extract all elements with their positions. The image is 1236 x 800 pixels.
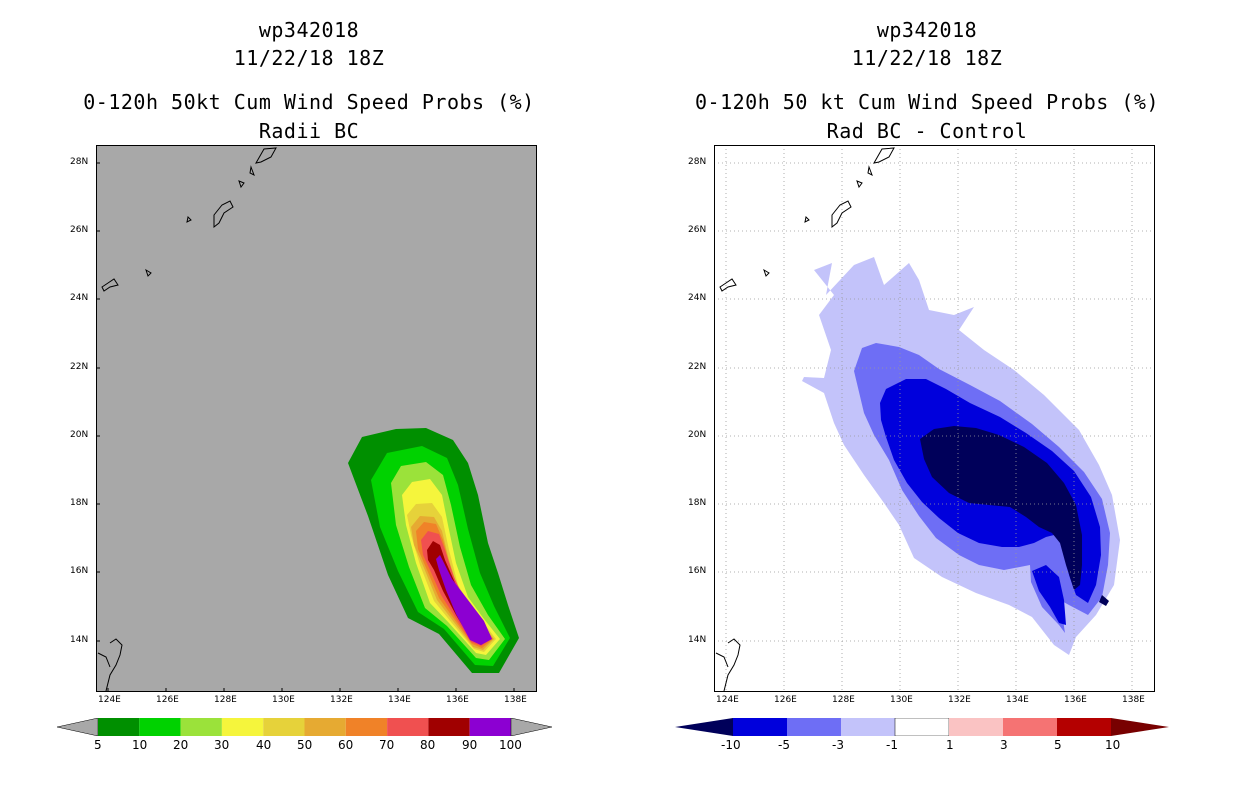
left-colorbar-label: 60	[338, 738, 354, 752]
left-lat-label: 26N	[70, 225, 89, 235]
left-lon-label: 136E	[446, 695, 469, 705]
colorbar-box	[1003, 718, 1057, 736]
right-title-storm: wp342018	[876, 18, 978, 42]
right-colorbar-label: 10	[1105, 738, 1121, 752]
colorbar-box	[787, 718, 841, 736]
left-title-storm: wp342018	[258, 18, 360, 42]
right-lon-label: 128E	[832, 695, 855, 705]
right-colorbar-label: 5	[1054, 738, 1062, 752]
left-lon-label: 130E	[272, 695, 295, 705]
colorbar-box	[345, 718, 388, 736]
colorbar-box	[180, 718, 222, 736]
colorbar-box	[1057, 718, 1111, 736]
right-colorbar-label: -10	[721, 738, 741, 752]
left-lon-label: 134E	[388, 695, 411, 705]
colorbar-box	[263, 718, 305, 736]
right-colorbar-label: -5	[778, 738, 790, 752]
left-map	[96, 145, 537, 692]
right-title-subtitle: Rad BC - Control	[826, 119, 1028, 143]
right-lon-label: 130E	[890, 695, 913, 705]
left-panel: wp342018 11/22/18 18Z 0-120h 50kt Cum Wi…	[57, 18, 553, 752]
right-lon-label: 138E	[1122, 695, 1145, 705]
left-lon-label: 138E	[504, 695, 527, 705]
left-colorbar-label: 90	[462, 738, 478, 752]
left-lon-label: 124E	[98, 695, 121, 705]
left-lat-label: 22N	[70, 362, 89, 372]
left-colorbar-label: 40	[256, 738, 272, 752]
left-colorbar-label: 30	[214, 738, 230, 752]
left-lon-ticks	[107, 688, 515, 692]
right-lon-label: 124E	[716, 695, 739, 705]
left-colorbar-label: 20	[173, 738, 189, 752]
colorbar-box	[98, 718, 140, 736]
colorbar-box	[894, 718, 950, 736]
left-colorbar	[57, 718, 553, 736]
colorbar-box	[139, 718, 181, 736]
colorbar-box	[949, 718, 1003, 736]
prob-contour-90	[436, 555, 492, 645]
left-lat-label: 18N	[70, 498, 89, 508]
left-coastlines	[97, 147, 277, 692]
right-lat-label: 26N	[688, 225, 707, 235]
left-map-frame	[96, 145, 537, 692]
right-lat-label: 22N	[688, 362, 707, 372]
colorbar-box	[428, 718, 470, 736]
right-lat-label: 16N	[688, 566, 707, 576]
diff-contour-minus10	[920, 426, 1082, 590]
left-lat-label: 16N	[70, 566, 89, 576]
right-title-product: 0-120h 50 kt Cum Wind Speed Probs (%)	[694, 90, 1160, 114]
colorbar-box	[387, 718, 429, 736]
right-lon-label: 136E	[1064, 695, 1087, 705]
right-lat-label: 18N	[688, 498, 707, 508]
diff-contour-minus5-lobe	[1032, 565, 1066, 625]
left-colorbar-label: 70	[379, 738, 395, 752]
right-colorbar-label: 3	[1000, 738, 1008, 752]
right-colorbar-label: -1	[886, 738, 898, 752]
left-title-product: 0-120h 50kt Cum Wind Speed Probs (%)	[83, 90, 535, 114]
right-colorbar	[675, 718, 1169, 736]
right-map-frame	[714, 145, 1155, 692]
right-lon-label: 132E	[948, 695, 971, 705]
right-lat-label: 24N	[688, 293, 707, 303]
left-title-subtitle: Radii BC	[258, 119, 360, 143]
right-colorbar-label: -3	[832, 738, 844, 752]
left-colorbar-label: 10	[132, 738, 148, 752]
colorbar-arrow-low	[57, 718, 99, 736]
left-lat-ticks	[96, 162, 100, 642]
colorbar-arrow-low	[675, 718, 733, 736]
colorbar-box	[304, 718, 346, 736]
colorbar-box	[469, 718, 511, 736]
diff-contour-minus10-tip	[1099, 595, 1109, 606]
right-coastlines	[715, 147, 895, 692]
right-title-date: 11/22/18 18Z	[851, 46, 1003, 70]
left-colorbar-label: 80	[420, 738, 436, 752]
left-colorbar-label: 50	[297, 738, 313, 752]
right-panel: wp342018 11/22/18 18Z 0-120h 50 kt Cum W…	[618, 0, 1236, 800]
right-lat-label: 28N	[688, 157, 707, 167]
colorbar-arrow-high	[510, 718, 553, 736]
right-lon-label: 126E	[774, 695, 797, 705]
colorbar-box	[733, 718, 787, 736]
right-grid	[714, 145, 1155, 692]
left-lon-label: 126E	[156, 695, 179, 705]
right-lat-label: 20N	[688, 430, 707, 440]
left-colorbar-label: 100	[499, 738, 522, 752]
colorbar-box	[841, 718, 895, 736]
left-lat-label: 20N	[70, 430, 89, 440]
left-title-date: 11/22/18 18Z	[233, 46, 385, 70]
colorbar-box	[221, 718, 264, 736]
left-lon-label: 132E	[330, 695, 353, 705]
right-colorbar-label: 1	[946, 738, 954, 752]
right-lon-label: 134E	[1006, 695, 1029, 705]
left-lat-label: 24N	[70, 293, 89, 303]
colorbar-arrow-high	[1111, 718, 1169, 736]
left-lon-label: 128E	[214, 695, 237, 705]
left-lat-label: 14N	[70, 635, 89, 645]
left-colorbar-label: 5	[94, 738, 102, 752]
right-lat-label: 14N	[688, 635, 707, 645]
left-lat-label: 28N	[70, 157, 89, 167]
right-map	[714, 145, 1155, 692]
